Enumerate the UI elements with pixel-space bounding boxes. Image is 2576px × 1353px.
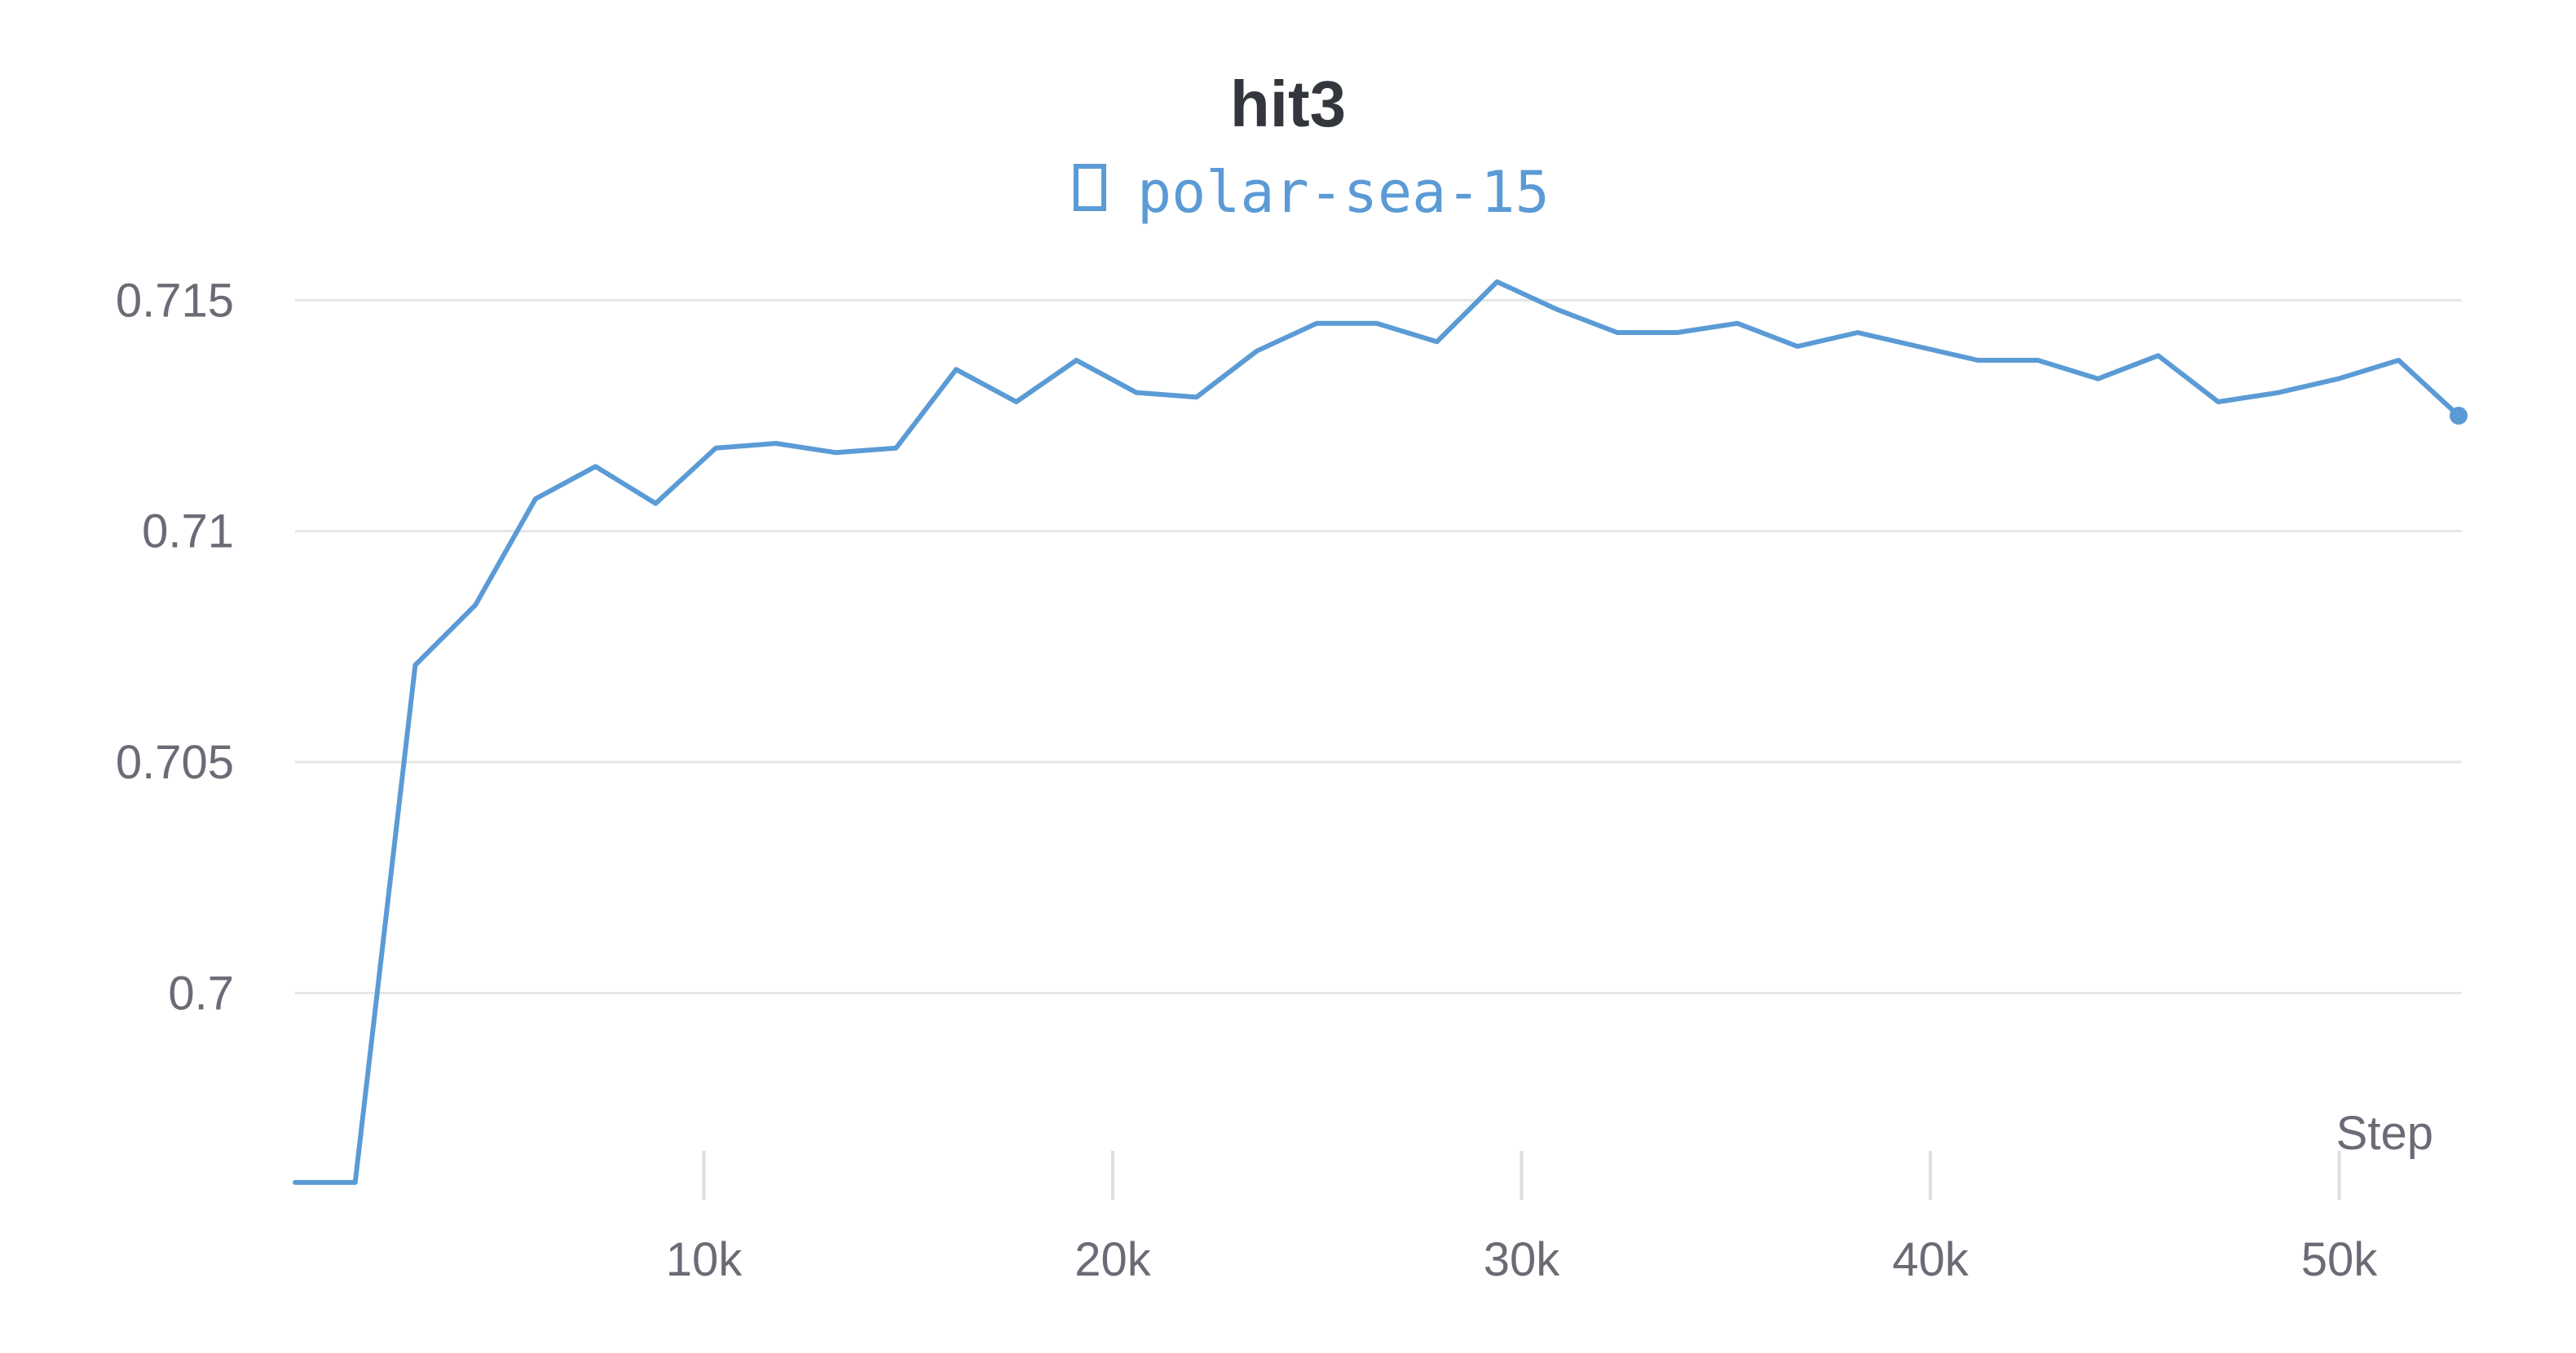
x-tick-label: 10k xyxy=(666,1233,743,1286)
series-layer xyxy=(293,279,2468,1185)
x-axis-ticks: 10k 20k 30k 40k 50k xyxy=(666,1151,2379,1286)
x-tick-label: 40k xyxy=(1892,1233,1969,1286)
legend-series-label: polar-sea-15 xyxy=(1137,159,1550,226)
legend: polar-sea-15 xyxy=(1074,159,1550,226)
x-tick-label: 20k xyxy=(1074,1233,1152,1286)
y-tick-label: 0.7 xyxy=(168,967,234,1020)
series-endpoint-marker xyxy=(2449,407,2468,425)
series-line-polar-sea-15 xyxy=(293,279,2461,1185)
y-axis-ticks: 0.7 0.705 0.71 0.715 xyxy=(116,274,234,1020)
chart-title: hit3 xyxy=(1230,68,1346,140)
y-tick-label: 0.705 xyxy=(116,736,234,789)
x-tick-label: 50k xyxy=(2301,1233,2379,1286)
y-tick-label: 0.715 xyxy=(116,274,234,327)
y-gridlines xyxy=(295,298,2462,994)
square-outline-icon xyxy=(1074,164,1106,211)
x-axis-label: Step xyxy=(2336,1107,2433,1160)
x-tick-label: 30k xyxy=(1484,1233,1561,1286)
y-tick-label: 0.71 xyxy=(142,505,234,558)
